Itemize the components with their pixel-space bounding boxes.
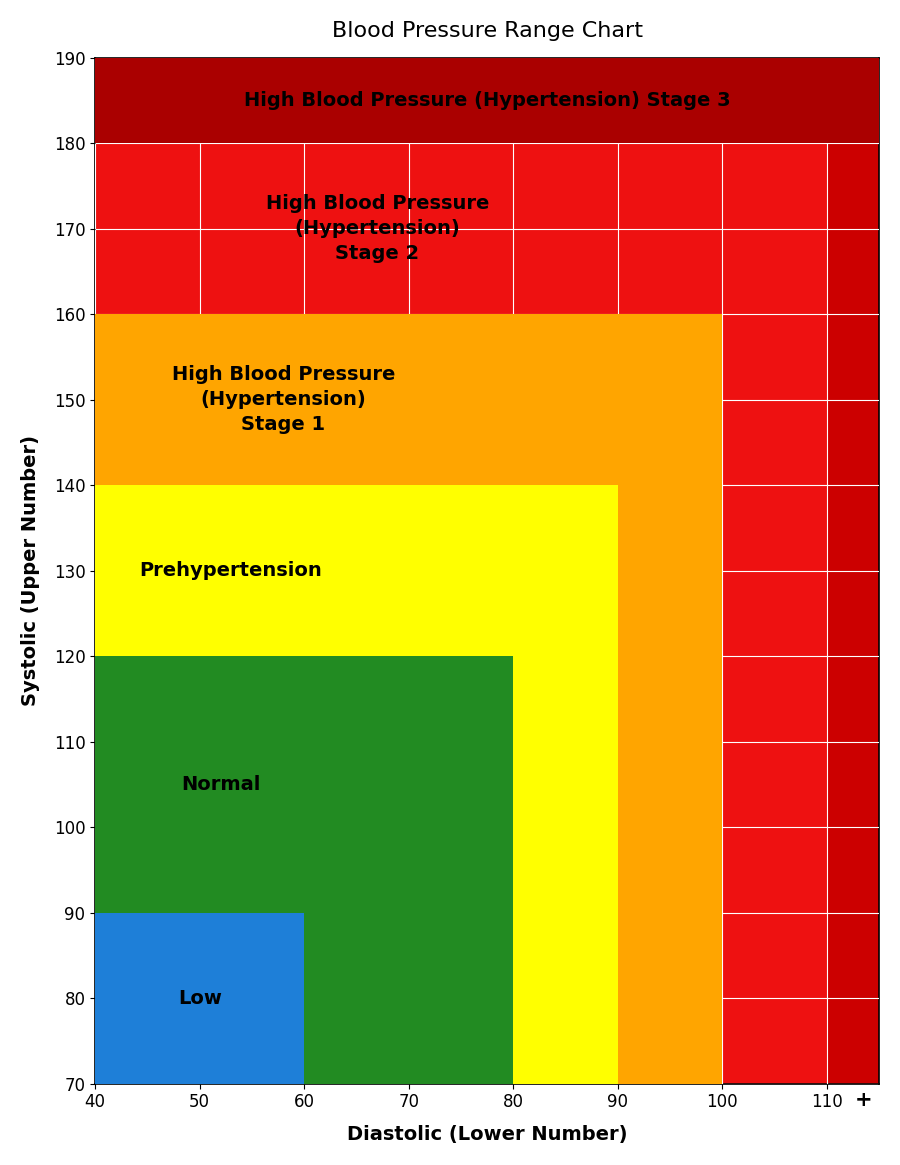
Bar xyxy=(95,912,304,1083)
Text: High Blood Pressure
(Hypertension)
Stage 1: High Blood Pressure (Hypertension) Stage… xyxy=(172,365,395,435)
X-axis label: Diastolic (Lower Number): Diastolic (Lower Number) xyxy=(346,1125,627,1144)
Text: Prehypertension: Prehypertension xyxy=(140,562,322,580)
Text: +: + xyxy=(855,1090,872,1110)
Bar xyxy=(95,315,723,1083)
Bar xyxy=(95,57,879,143)
Bar xyxy=(95,656,513,1083)
Text: High Blood Pressure
(Hypertension)
Stage 2: High Blood Pressure (Hypertension) Stage… xyxy=(266,195,489,263)
Text: High Blood Pressure (Hypertension) Stage 3: High Blood Pressure (Hypertension) Stage… xyxy=(244,91,731,110)
Y-axis label: Systolic (Upper Number): Systolic (Upper Number) xyxy=(21,435,40,706)
Title: Blood Pressure Range Chart: Blood Pressure Range Chart xyxy=(332,21,643,41)
Text: Normal: Normal xyxy=(181,775,260,793)
Bar xyxy=(95,485,617,1083)
Text: Low: Low xyxy=(178,989,221,1008)
